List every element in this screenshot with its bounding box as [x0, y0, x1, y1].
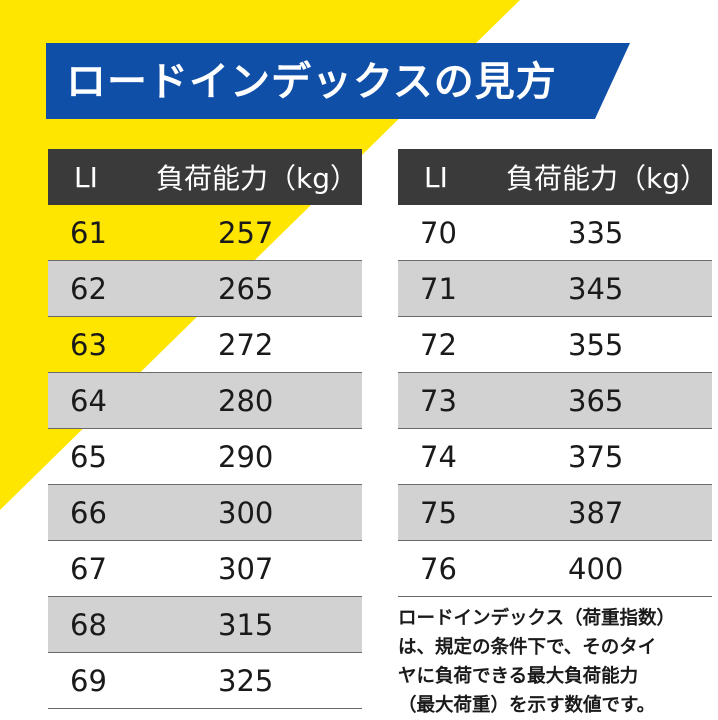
note-line: ロードインデックス（荷重指数） [398, 608, 675, 629]
table-row: 64 280 [48, 373, 362, 429]
kg-value: 307 [218, 551, 274, 586]
li-value: 64 [70, 383, 107, 418]
li-value: 69 [70, 663, 107, 698]
table-row: 74 375 [398, 429, 712, 485]
li-value: 65 [70, 439, 107, 474]
li-value: 67 [70, 551, 107, 586]
table-row: 61 257 [48, 205, 362, 261]
note-line: ヤに負荷できる最大負荷能力 [398, 666, 639, 687]
li-value: 66 [70, 495, 107, 530]
header-li: LI [74, 160, 98, 194]
table-header: LI 負荷能力（kg） [48, 149, 362, 205]
li-value: 75 [420, 495, 457, 530]
table-row: 68 315 [48, 597, 362, 653]
kg-value: 387 [568, 495, 624, 530]
table-row: 66 300 [48, 485, 362, 541]
kg-value: 290 [218, 439, 274, 474]
header-li: LI [424, 160, 448, 194]
kg-value: 375 [568, 439, 624, 474]
kg-value: 400 [568, 551, 624, 586]
li-value: 63 [70, 327, 107, 362]
kg-value: 355 [568, 327, 624, 362]
li-value: 71 [420, 271, 457, 306]
load-index-table-right: LI 負荷能力（kg） 70 335 71 345 72 355 73 365 74 37… [398, 149, 712, 597]
li-value: 68 [70, 607, 107, 642]
load-index-table-left: LI 負荷能力（kg） 61 257 62 265 63 272 64 280 65 29… [48, 149, 362, 709]
li-value: 70 [420, 215, 457, 250]
li-value: 73 [420, 383, 457, 418]
table-header: LI 負荷能力（kg） [398, 149, 712, 205]
kg-value: 280 [218, 383, 274, 418]
table-row: 72 355 [398, 317, 712, 373]
load-index-note: ロードインデックス（荷重指数） は、規定の条件下で、そのタイ ヤに負荷できる最大… [398, 604, 718, 720]
kg-value: 257 [218, 215, 274, 250]
kg-value: 335 [568, 215, 624, 250]
li-value: 62 [70, 271, 107, 306]
kg-value: 315 [218, 607, 274, 642]
kg-value: 265 [218, 271, 274, 306]
li-value: 61 [70, 215, 107, 250]
li-value: 72 [420, 327, 457, 362]
page-title: ロードインデックスの見方 [66, 59, 557, 105]
kg-value: 345 [568, 271, 624, 306]
table-row: 62 265 [48, 261, 362, 317]
table-row: 65 290 [48, 429, 362, 485]
note-line: （最大荷重）を示す数値です。 [398, 695, 656, 716]
table-row: 71 345 [398, 261, 712, 317]
kg-value: 325 [218, 663, 274, 698]
li-value: 74 [420, 439, 457, 474]
kg-value: 365 [568, 383, 624, 418]
title-banner [46, 43, 630, 119]
note-line: は、規定の条件下で、そのタイ [398, 637, 657, 658]
header-capacity: 負荷能力（kg） [506, 162, 708, 195]
li-value: 76 [420, 551, 457, 586]
table-row: 70 335 [398, 205, 712, 261]
kg-value: 272 [218, 327, 274, 362]
table-row: 73 365 [398, 373, 712, 429]
table-row: 63 272 [48, 317, 362, 373]
header-capacity: 負荷能力（kg） [156, 162, 358, 195]
table-row: 69 325 [48, 653, 362, 709]
table-row: 75 387 [398, 485, 712, 541]
table-row: 76 400 [398, 541, 712, 597]
kg-value: 300 [218, 495, 274, 530]
table-row: 67 307 [48, 541, 362, 597]
